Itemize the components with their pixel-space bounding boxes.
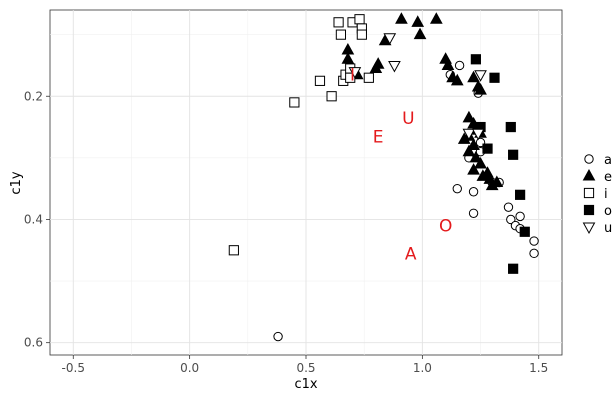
point-e	[441, 58, 455, 70]
y-tick-label: 0.6	[24, 336, 43, 350]
point-e	[341, 52, 355, 64]
point-o	[482, 143, 493, 154]
legend-label-e: e	[604, 170, 612, 185]
point-i	[356, 29, 367, 40]
point-e	[462, 144, 476, 157]
y-tick-label: 0.4	[24, 212, 43, 226]
x-axis-ticks: -0.5 0.0 0.5 1.0 1.5	[62, 355, 548, 375]
vowel-label-A: A	[405, 244, 417, 264]
point-u	[388, 60, 401, 73]
point-u	[462, 128, 476, 141]
legend-label-u: u	[604, 221, 612, 236]
series-u	[348, 33, 487, 141]
point-o	[515, 189, 526, 200]
point-u	[474, 70, 487, 82]
point-e	[413, 27, 427, 40]
point-i	[314, 75, 326, 86]
point-a	[454, 60, 465, 71]
point-a	[529, 236, 539, 246]
point-i	[228, 245, 239, 256]
point-e	[395, 12, 408, 24]
point-u	[471, 128, 485, 141]
legend-key-i	[583, 187, 595, 199]
point-i	[289, 97, 300, 108]
legend-key-u	[582, 222, 596, 235]
point-i	[363, 72, 374, 83]
point-i	[326, 91, 337, 102]
x-tick-label: -0.5	[62, 361, 85, 375]
vowel-label-E: E	[373, 127, 384, 147]
legend-key-e	[582, 168, 596, 181]
x-tick-label: 0.5	[296, 361, 315, 375]
point-e	[490, 175, 504, 187]
legend-label-o: o	[604, 204, 612, 219]
point-a	[506, 214, 516, 225]
point-e	[474, 83, 487, 95]
point-o	[508, 149, 519, 160]
legend-label-a: a	[604, 153, 612, 168]
point-a	[468, 187, 479, 197]
point-a	[529, 248, 539, 259]
point-a	[468, 208, 479, 219]
vowel-annotations: EU O A I	[350, 66, 452, 265]
series-o	[470, 54, 530, 274]
point-o	[470, 54, 481, 65]
vowel-label-U: U	[402, 109, 414, 129]
point-a	[273, 331, 283, 342]
point-o	[519, 226, 530, 237]
point-a	[503, 202, 514, 212]
point-e	[411, 15, 425, 27]
legend-key-o	[583, 204, 595, 216]
x-axis-title: c1x	[294, 377, 317, 392]
point-o	[489, 72, 500, 83]
point-a	[452, 183, 462, 194]
point-u	[383, 33, 397, 45]
point-u	[348, 67, 362, 79]
point-i	[333, 17, 344, 28]
point-e	[462, 110, 476, 123]
legend-key-a	[584, 154, 594, 164]
y-tick-label: 0.2	[24, 89, 43, 103]
point-e	[467, 138, 480, 151]
point-i	[354, 14, 365, 25]
series-i	[228, 14, 374, 256]
point-e	[371, 57, 385, 69]
point-e	[474, 156, 487, 169]
vowel-label-O: O	[439, 217, 452, 237]
point-e	[469, 150, 483, 163]
point-e	[467, 70, 480, 83]
point-o	[508, 263, 519, 274]
data-points	[228, 12, 539, 342]
point-a	[515, 211, 525, 222]
point-o	[505, 121, 516, 133]
x-tick-label: 1.5	[529, 361, 548, 375]
vowel-label-I: I	[350, 66, 355, 86]
y-axis-ticks: 0.2 0.4 0.6	[24, 89, 50, 350]
point-e	[429, 12, 443, 24]
y-axis-title: c1y	[9, 171, 24, 194]
x-tick-label: 0.0	[180, 361, 199, 375]
point-e	[467, 163, 480, 175]
point-i	[335, 29, 347, 40]
x-tick-label: 1.0	[413, 361, 432, 375]
series-a	[273, 60, 539, 342]
legend-label-i: i	[604, 187, 608, 202]
point-e	[450, 73, 464, 86]
